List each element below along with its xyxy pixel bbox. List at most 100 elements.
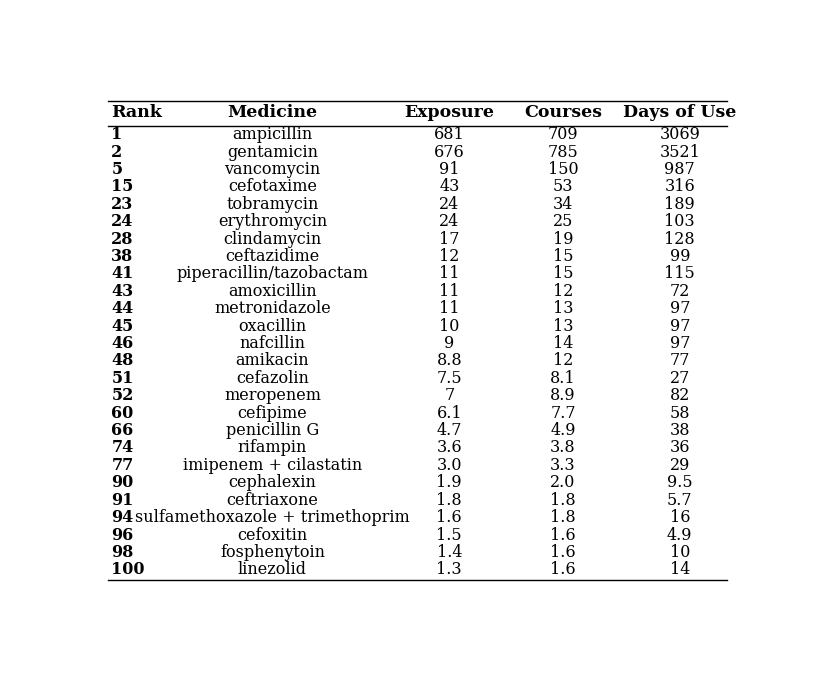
Text: cefipime: cefipime	[237, 405, 307, 422]
Text: 27: 27	[670, 370, 690, 387]
Text: 785: 785	[548, 144, 579, 160]
Text: meropenem: meropenem	[224, 387, 321, 404]
Text: 60: 60	[112, 405, 134, 422]
Text: 10: 10	[439, 318, 460, 335]
Text: 100: 100	[112, 561, 145, 578]
Text: cefazolin: cefazolin	[236, 370, 309, 387]
Text: 128: 128	[664, 231, 695, 247]
Text: 7: 7	[444, 387, 455, 404]
Text: 11: 11	[439, 283, 460, 300]
Text: 1.9: 1.9	[437, 474, 462, 491]
Text: Medicine: Medicine	[227, 103, 318, 121]
Text: 45: 45	[112, 318, 134, 335]
Text: 29: 29	[670, 457, 690, 474]
Text: 28: 28	[112, 231, 134, 247]
Text: 77: 77	[670, 353, 690, 369]
Text: 1: 1	[112, 126, 122, 143]
Text: 36: 36	[670, 440, 690, 456]
Text: Exposure: Exposure	[404, 103, 494, 121]
Text: 25: 25	[553, 213, 573, 230]
Text: 19: 19	[553, 231, 573, 247]
Text: 1.6: 1.6	[550, 544, 575, 561]
Text: 1.3: 1.3	[437, 561, 462, 578]
Text: amoxicillin: amoxicillin	[228, 283, 317, 300]
Text: 12: 12	[553, 283, 573, 300]
Text: 681: 681	[434, 126, 465, 143]
Text: 51: 51	[112, 370, 134, 387]
Text: erythromycin: erythromycin	[218, 213, 327, 230]
Text: 3.6: 3.6	[437, 440, 462, 456]
Text: 14: 14	[670, 561, 690, 578]
Text: 1.8: 1.8	[550, 509, 575, 526]
Text: fosphenytoin: fosphenytoin	[220, 544, 325, 561]
Text: 66: 66	[112, 422, 134, 439]
Text: ceftriaxone: ceftriaxone	[227, 492, 319, 509]
Text: imipenem + cilastatin: imipenem + cilastatin	[183, 457, 362, 474]
Text: 43: 43	[439, 178, 460, 195]
Text: 5.7: 5.7	[667, 492, 693, 509]
Text: 38: 38	[112, 248, 134, 265]
Text: 38: 38	[670, 422, 690, 439]
Text: 1.6: 1.6	[550, 561, 575, 578]
Text: 1.8: 1.8	[550, 492, 575, 509]
Text: 3.3: 3.3	[550, 457, 575, 474]
Text: 15: 15	[553, 248, 573, 265]
Text: 24: 24	[112, 213, 134, 230]
Text: 3521: 3521	[659, 144, 700, 160]
Text: 52: 52	[112, 387, 134, 404]
Text: 13: 13	[553, 318, 573, 335]
Text: Rank: Rank	[112, 103, 162, 121]
Text: 96: 96	[112, 527, 134, 543]
Text: 24: 24	[439, 213, 460, 230]
Text: 4.9: 4.9	[550, 422, 575, 439]
Text: 34: 34	[553, 196, 573, 213]
Text: 12: 12	[439, 248, 460, 265]
Text: 5: 5	[112, 161, 122, 178]
Text: 1.5: 1.5	[437, 527, 462, 543]
Text: 24: 24	[439, 196, 460, 213]
Text: 3.0: 3.0	[437, 457, 462, 474]
Text: 4.9: 4.9	[667, 527, 693, 543]
Text: 82: 82	[670, 387, 690, 404]
Text: 1.6: 1.6	[437, 509, 462, 526]
Text: linezolid: linezolid	[238, 561, 307, 578]
Text: gentamicin: gentamicin	[227, 144, 318, 160]
Text: ceftazidime: ceftazidime	[225, 248, 319, 265]
Text: 1.4: 1.4	[437, 544, 462, 561]
Text: 53: 53	[553, 178, 573, 195]
Text: cephalexin: cephalexin	[228, 474, 316, 491]
Text: 709: 709	[548, 126, 579, 143]
Text: sulfamethoxazole + trimethoprim: sulfamethoxazole + trimethoprim	[135, 509, 410, 526]
Text: 77: 77	[112, 457, 134, 474]
Text: 94: 94	[112, 509, 134, 526]
Text: 8.1: 8.1	[550, 370, 575, 387]
Text: 7.5: 7.5	[437, 370, 462, 387]
Text: 43: 43	[112, 283, 134, 300]
Text: 7.7: 7.7	[550, 405, 575, 422]
Text: 91: 91	[112, 492, 134, 509]
Text: nafcillin: nafcillin	[240, 335, 306, 352]
Text: Days of Use: Days of Use	[623, 103, 737, 121]
Text: 13: 13	[553, 300, 573, 317]
Text: 4.7: 4.7	[437, 422, 462, 439]
Text: 72: 72	[670, 283, 690, 300]
Text: 316: 316	[664, 178, 695, 195]
Text: 97: 97	[670, 335, 690, 352]
Text: 12: 12	[553, 353, 573, 369]
Text: 23: 23	[112, 196, 134, 213]
Text: 1.6: 1.6	[550, 527, 575, 543]
Text: 90: 90	[112, 474, 134, 491]
Text: clindamycin: clindamycin	[223, 231, 322, 247]
Text: 74: 74	[112, 440, 134, 456]
Text: 3069: 3069	[659, 126, 700, 143]
Text: tobramycin: tobramycin	[227, 196, 319, 213]
Text: 2: 2	[112, 144, 122, 160]
Text: 1.8: 1.8	[437, 492, 462, 509]
Text: 15: 15	[112, 178, 134, 195]
Text: 14: 14	[553, 335, 573, 352]
Text: penicillin G: penicillin G	[226, 422, 319, 439]
Text: 10: 10	[670, 544, 690, 561]
Text: 46: 46	[112, 335, 134, 352]
Text: 41: 41	[112, 265, 134, 282]
Text: rifampin: rifampin	[238, 440, 307, 456]
